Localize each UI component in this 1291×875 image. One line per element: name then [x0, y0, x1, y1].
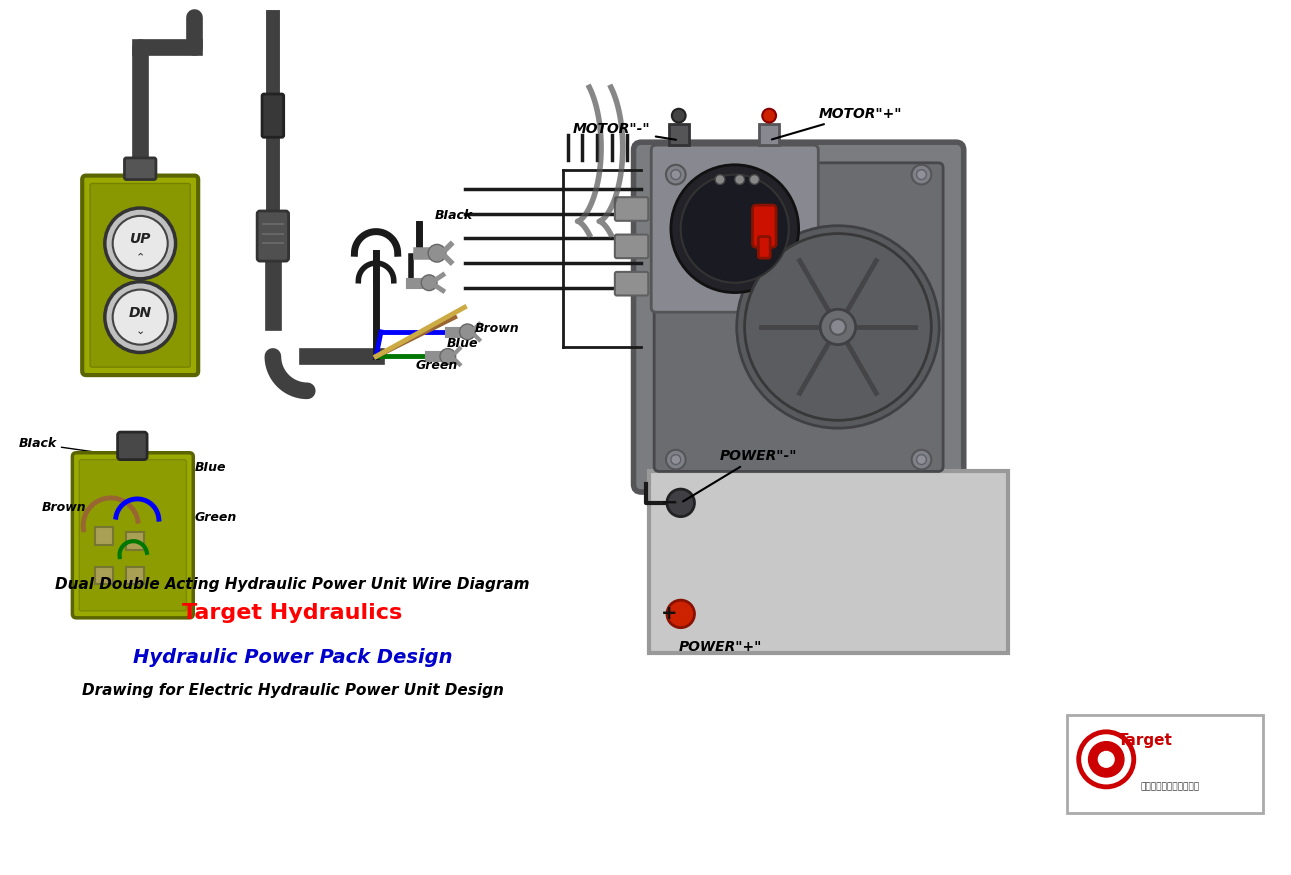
Bar — [1066, 715, 1264, 814]
Circle shape — [112, 290, 168, 345]
Bar — [759, 123, 778, 145]
Text: Target Hydraulics: Target Hydraulics — [182, 603, 403, 623]
Circle shape — [1079, 732, 1133, 787]
Circle shape — [917, 455, 927, 465]
Circle shape — [429, 244, 445, 262]
Circle shape — [105, 282, 176, 353]
FancyBboxPatch shape — [758, 236, 771, 258]
Bar — [649, 472, 1008, 654]
Text: MOTOR"+": MOTOR"+" — [772, 107, 902, 139]
Bar — [127, 532, 145, 550]
FancyBboxPatch shape — [262, 94, 284, 137]
Circle shape — [671, 455, 680, 465]
Text: Target: Target — [1118, 732, 1174, 747]
Circle shape — [421, 275, 436, 290]
Circle shape — [762, 108, 776, 123]
FancyBboxPatch shape — [90, 184, 190, 368]
Circle shape — [911, 450, 931, 470]
Circle shape — [1099, 752, 1114, 767]
Circle shape — [667, 600, 695, 627]
FancyBboxPatch shape — [615, 234, 648, 258]
FancyBboxPatch shape — [79, 459, 186, 611]
Text: Brown: Brown — [474, 322, 519, 335]
Circle shape — [112, 216, 168, 271]
FancyBboxPatch shape — [753, 205, 776, 248]
FancyBboxPatch shape — [83, 176, 199, 375]
Circle shape — [667, 489, 695, 516]
Text: POWER"+": POWER"+" — [678, 640, 762, 654]
Text: −: − — [661, 493, 679, 513]
Text: ⌄: ⌄ — [136, 326, 145, 336]
FancyBboxPatch shape — [615, 197, 648, 220]
Text: +: + — [661, 605, 678, 623]
Text: Dual Double Acting Hydraulic Power Unit Wire Diagram: Dual Double Acting Hydraulic Power Unit … — [56, 578, 529, 592]
Circle shape — [460, 324, 475, 340]
Circle shape — [745, 234, 931, 420]
FancyBboxPatch shape — [72, 452, 194, 618]
Circle shape — [666, 164, 686, 185]
Bar — [96, 528, 112, 545]
FancyBboxPatch shape — [257, 211, 289, 261]
Circle shape — [440, 348, 456, 364]
Circle shape — [917, 170, 927, 179]
Bar — [96, 567, 112, 584]
Text: MOTOR"-": MOTOR"-" — [573, 123, 676, 140]
Circle shape — [820, 309, 856, 345]
Circle shape — [911, 164, 931, 185]
Text: BIue: BIue — [194, 461, 226, 474]
Circle shape — [666, 450, 686, 470]
Text: BIack: BIack — [18, 437, 57, 450]
FancyBboxPatch shape — [124, 158, 156, 179]
Circle shape — [750, 175, 759, 185]
Text: ⌃: ⌃ — [136, 252, 145, 262]
Bar — [669, 123, 688, 145]
Circle shape — [105, 208, 176, 279]
FancyBboxPatch shape — [615, 272, 648, 296]
Circle shape — [671, 164, 799, 292]
Bar — [127, 567, 145, 584]
Text: Drawing for Electric Hydraulic Power Unit Design: Drawing for Electric Hydraulic Power Uni… — [81, 683, 503, 698]
FancyBboxPatch shape — [634, 142, 964, 492]
Circle shape — [680, 175, 789, 283]
FancyBboxPatch shape — [655, 163, 944, 472]
Text: BIue: BIue — [447, 337, 479, 350]
Text: UP: UP — [129, 233, 151, 247]
Circle shape — [671, 170, 680, 179]
Text: Hydraulic Power Pack Design: Hydraulic Power Pack Design — [133, 648, 452, 667]
FancyBboxPatch shape — [117, 432, 147, 459]
Circle shape — [715, 175, 726, 185]
Text: Green: Green — [194, 510, 236, 523]
Text: DN: DN — [129, 306, 152, 320]
Text: Green: Green — [416, 360, 457, 372]
Circle shape — [1088, 742, 1124, 777]
Circle shape — [737, 226, 939, 428]
Circle shape — [735, 175, 745, 185]
Text: POWER"-": POWER"-" — [683, 449, 798, 501]
Text: Brown: Brown — [41, 500, 86, 514]
FancyBboxPatch shape — [651, 145, 818, 312]
Circle shape — [830, 319, 846, 335]
Text: BIack: BIack — [435, 209, 474, 222]
Circle shape — [671, 108, 686, 123]
Text: 宁波零吉特液压有限公司: 宁波零吉特液压有限公司 — [1140, 782, 1199, 791]
